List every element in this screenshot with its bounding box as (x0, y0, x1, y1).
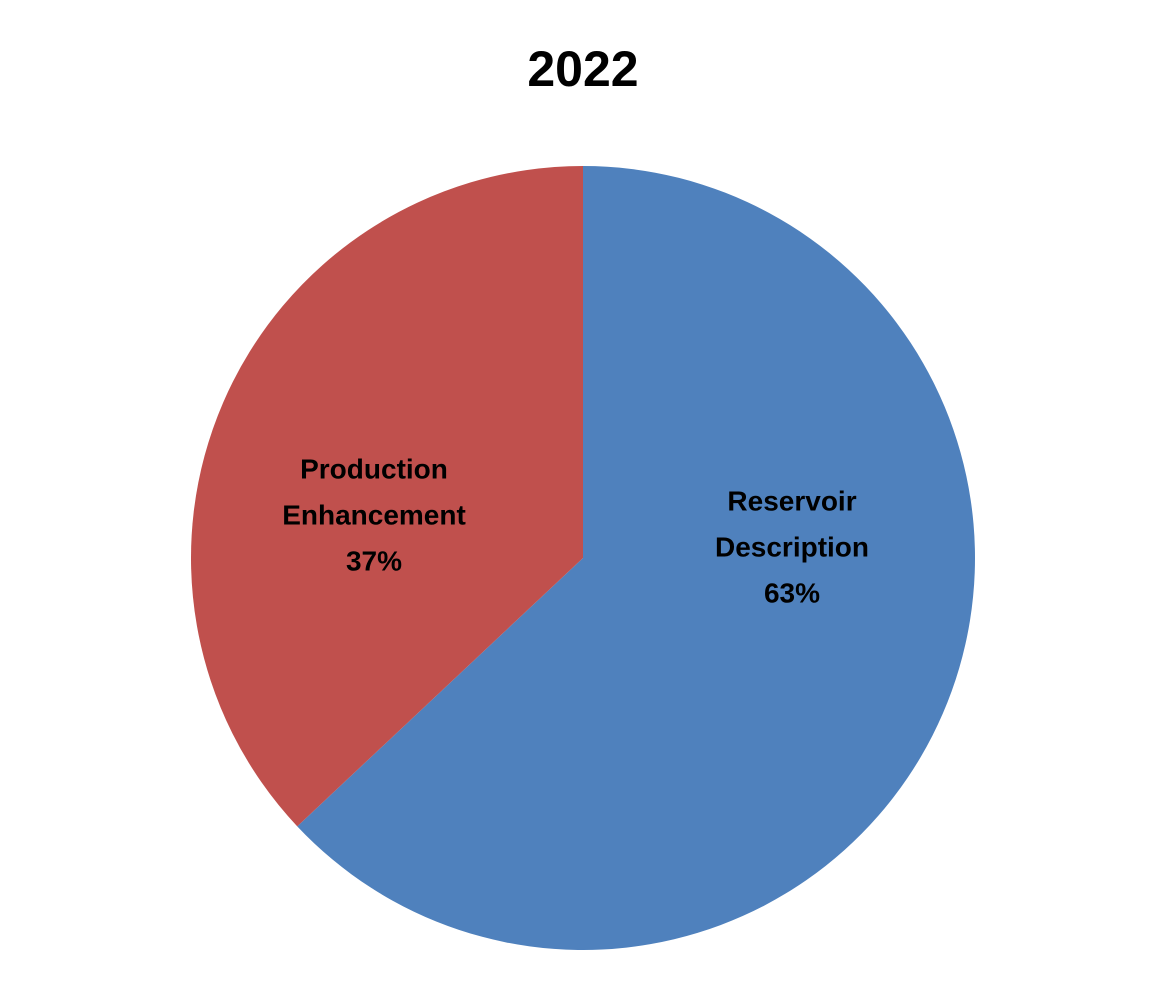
pie-slice (190, 166, 583, 827)
slice-label: Production Enhancement 37% (249, 447, 499, 586)
slice-value-label: 63% (763, 578, 821, 610)
pie-slice (297, 166, 976, 950)
slice-category: Production Enhancement (282, 453, 466, 531)
slice-label: Reservoir Description 63% (667, 479, 917, 618)
chart-title: 2022 (527, 41, 639, 97)
slice-value-label: 37% (345, 546, 403, 578)
slice-category: Reservoir Description (714, 485, 870, 563)
